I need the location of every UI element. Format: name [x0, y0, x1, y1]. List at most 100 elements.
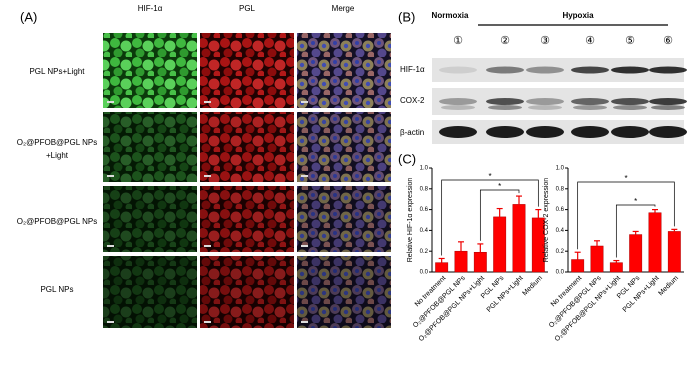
micrograph-shade — [297, 33, 391, 108]
bar — [629, 234, 643, 273]
scale-bar — [107, 321, 114, 323]
lane-label: ⑥ — [663, 35, 673, 47]
bar — [493, 216, 507, 273]
row-label: PGL NPs+Light — [29, 67, 85, 76]
blot-band — [526, 66, 564, 74]
panel-label: (A) — [20, 9, 37, 24]
significance-label: * — [624, 174, 627, 183]
panel-label: (C) — [398, 151, 416, 166]
blot-band — [439, 98, 477, 105]
protein-label: COX-2 — [400, 96, 425, 105]
row-label: +Light — [46, 151, 69, 160]
blot-band — [526, 98, 564, 105]
x-tick-label: PGL NPs+Light — [486, 275, 525, 314]
bar — [473, 251, 487, 273]
lane-label: ③ — [540, 35, 550, 47]
micrograph-shade — [103, 112, 197, 182]
bar — [454, 250, 468, 273]
scale-bar — [301, 101, 308, 103]
significance-bracket — [479, 189, 520, 241]
scale-bar — [204, 101, 211, 103]
significance-label: * — [634, 197, 637, 206]
significance-bracket — [577, 181, 675, 250]
micrograph — [103, 33, 197, 108]
scale-bar — [107, 245, 114, 247]
lane-label: ② — [500, 35, 510, 47]
y-tick-label: 0.6 — [420, 207, 429, 213]
micrograph-shade — [200, 112, 294, 182]
micrograph — [297, 186, 391, 252]
panel-label: (B) — [398, 9, 415, 24]
blot-band — [651, 105, 685, 110]
y-tick-label: 0.2 — [420, 249, 429, 255]
y-tick-label: 0.0 — [556, 270, 565, 276]
micrograph — [297, 33, 391, 108]
blot-band — [486, 98, 524, 105]
blot-band — [611, 126, 649, 138]
row-label: O₂@PFOB@PGL NPs — [17, 138, 97, 147]
blot-band — [649, 126, 687, 138]
scale-bar — [204, 175, 211, 177]
micrograph — [200, 256, 294, 328]
y-axis-title: Relative COX-2 expression — [543, 178, 550, 263]
micrograph-shade — [200, 186, 294, 252]
micrograph-shade — [297, 256, 391, 328]
micrograph — [297, 256, 391, 328]
micrograph-shade — [297, 186, 391, 252]
blot-band — [613, 105, 647, 110]
blot-band — [526, 126, 564, 138]
y-tick-label: 0.4 — [420, 228, 429, 234]
blot-band — [571, 66, 609, 74]
blot-band — [571, 126, 609, 138]
y-tick-label: 1.0 — [556, 166, 565, 172]
blot-band — [611, 66, 649, 74]
blot-band — [486, 126, 524, 138]
y-tick-label: 0.4 — [556, 228, 565, 234]
blot-band — [528, 105, 562, 110]
micrograph-shade — [297, 112, 391, 182]
y-tick-label: 0.0 — [420, 270, 429, 276]
lane-label: ① — [453, 35, 463, 47]
x-tick-label: PGL NPs+Light — [622, 275, 661, 314]
micrograph-shade — [103, 256, 197, 328]
x-tick-label: Medium — [657, 275, 680, 298]
micrographs — [103, 33, 391, 328]
y-tick-label: 0.6 — [556, 207, 565, 213]
y-tick-label: 0.8 — [556, 186, 565, 192]
row-label: PGL NPs — [40, 285, 73, 294]
lane-label: ④ — [585, 35, 595, 47]
scale-bar — [107, 101, 114, 103]
bar — [435, 262, 449, 273]
micrograph-shade — [103, 186, 197, 252]
significance-bracket — [615, 204, 656, 258]
bar — [667, 231, 681, 273]
group-label: Normoxia — [432, 11, 469, 20]
blot-band — [486, 66, 524, 74]
micrograph-shade — [200, 33, 294, 108]
significance-label: * — [498, 182, 501, 191]
blot-band — [439, 66, 477, 74]
micrograph-shade — [200, 256, 294, 328]
blot-band — [441, 105, 475, 110]
column-header: HIF-1α — [138, 4, 163, 13]
bar — [571, 259, 585, 273]
blot-band — [573, 105, 607, 110]
x-tick-label: Medium — [521, 275, 544, 298]
significance-bracket — [441, 179, 539, 256]
micrograph — [200, 33, 294, 108]
group-label: Hypoxia — [562, 11, 594, 20]
blot-band — [571, 98, 609, 105]
column-header: Merge — [332, 4, 355, 13]
scale-bar — [301, 175, 308, 177]
blot-band — [649, 98, 687, 105]
y-tick-label: 1.0 — [420, 166, 429, 172]
bar — [512, 204, 526, 273]
bar — [590, 245, 604, 273]
significance-label: * — [488, 172, 491, 181]
micrograph — [200, 112, 294, 182]
micrograph — [200, 186, 294, 252]
y-tick-label: 0.8 — [420, 186, 429, 192]
scale-bar — [204, 245, 211, 247]
blot-band — [611, 98, 649, 105]
